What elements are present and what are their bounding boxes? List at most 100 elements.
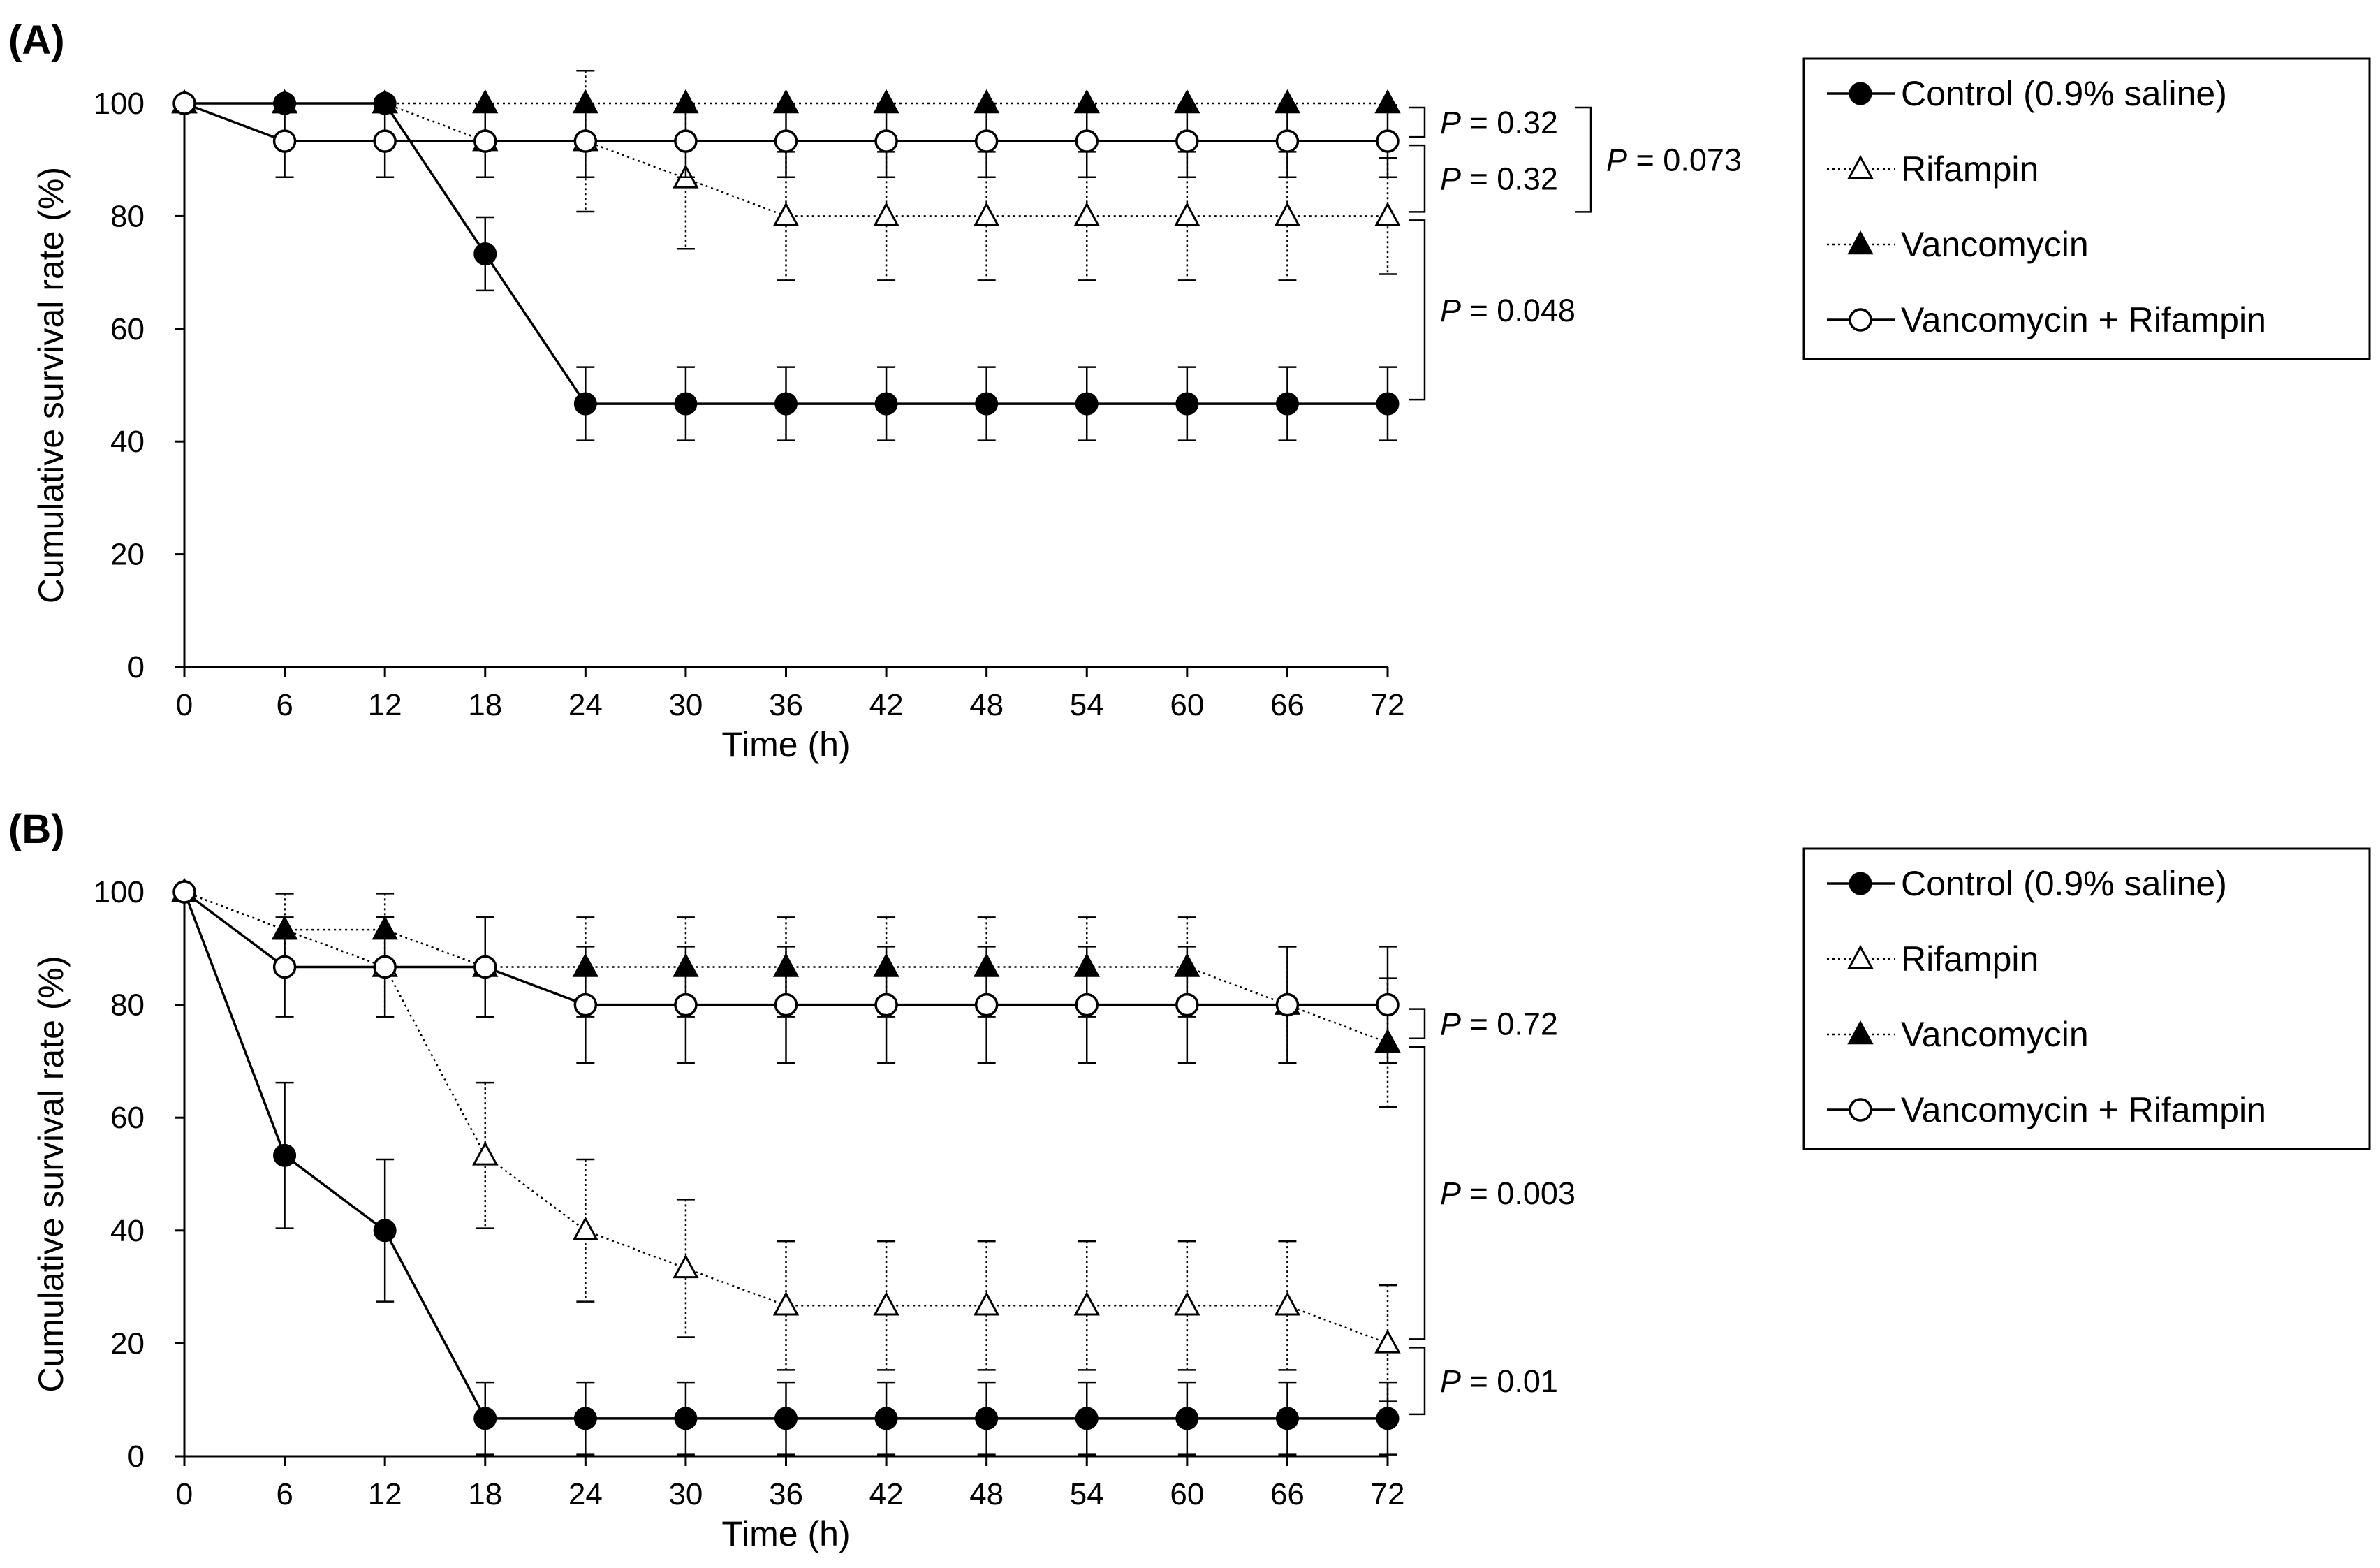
p-value-label: P = 0.003 [1440,1175,1575,1211]
p-symbol: P [1440,161,1461,197]
p-value-bracket [1409,1046,1426,1340]
data-point [573,392,597,416]
legend-label: Vancomycin + Rifampin [1901,1090,2266,1129]
legend-label: Vancomycin [1901,225,2089,264]
y-tick-label: 20 [110,538,145,572]
data-point [1075,1407,1099,1430]
data-point [874,992,898,1017]
legend-box [1802,57,2371,360]
p-symbol: P [1606,142,1627,178]
series-open-circle [172,91,1400,178]
y-tick-label: 80 [110,988,145,1023]
data-point [1376,129,1400,153]
data-point [272,129,297,153]
data-point [1374,1329,1401,1354]
data-point [1175,392,1199,416]
x-tick-label: 30 [668,688,703,722]
data-point [874,1407,898,1430]
p-value-bracket [1409,1347,1426,1416]
x-tick-label: 72 [1371,1477,1405,1511]
x-tick-label: 18 [468,688,502,722]
data-point [1376,992,1400,1017]
data-point [1376,392,1400,416]
x-tick-label: 54 [1070,688,1104,722]
data-point [1073,202,1100,226]
legend-label: Vancomycin + Rifampin [1901,300,2266,339]
p-value: = 0.048 [1461,293,1575,328]
p-value-bracket [1575,106,1592,213]
p-value: = 0.01 [1461,1363,1558,1399]
data-point [1374,202,1401,226]
x-tick-label: 6 [276,1477,293,1511]
p-symbol: P [1440,1175,1461,1211]
x-tick-label: 36 [769,688,803,722]
panel-a: (A) 0 20 40 60 80 100 0 6 12 18 24 30 36 42 48 54 60 66 72 T… [8,17,2371,764]
data-point [1275,1407,1299,1430]
data-point [1274,1291,1301,1316]
x-tick-label: 18 [468,1477,502,1511]
x-axis-title: Time (h) [721,1514,850,1553]
x-tick-label: 42 [869,688,904,722]
y-tick-label: 20 [110,1326,145,1361]
legend-box [1802,847,2371,1150]
data-point [272,955,297,979]
panel-label: (A) [8,17,65,63]
data-point [873,202,899,226]
p-value-label: P = 0.073 [1606,142,1742,178]
y-axis-title: Cumulative survival rate (%) [31,955,71,1392]
legend-marker [1849,308,1872,332]
p-value-bracket [1409,144,1426,213]
data-point [674,992,698,1017]
p-value: = 0.003 [1461,1175,1575,1211]
legend-marker [1847,1020,1874,1045]
data-point [674,1407,698,1430]
data-point [1175,1407,1199,1430]
x-tick-label: 60 [1170,688,1204,722]
data-point [1274,202,1301,226]
legend-marker [1847,154,1874,179]
data-point [772,202,800,226]
data-point [1376,1407,1400,1430]
data-point [973,202,1000,226]
data-point [1174,1291,1200,1316]
data-point [774,1407,798,1430]
data-point [673,1254,699,1279]
data-point [772,1291,800,1316]
x-tick-label: 0 [176,688,193,722]
legend-label: Vancomycin [1901,1015,2089,1054]
data-point [1275,392,1299,416]
p-value-bracket [1409,106,1426,138]
y-tick-label: 60 [110,1101,145,1135]
data-point [774,392,798,416]
data-point [172,880,196,904]
data-point [373,129,397,153]
data-point [674,392,698,416]
legend-marker [1847,230,1874,255]
x-axis-title: Time (h) [721,725,850,764]
data-point [1175,129,1199,153]
p-value-label: P = 0.72 [1440,1006,1558,1042]
y-tick-label: 40 [110,1214,145,1248]
p-symbol: P [1440,1363,1461,1399]
legend-label: Rifampin [1901,149,2039,189]
x-tick-label: 48 [969,1477,1004,1511]
data-point [1075,992,1099,1017]
data-point [974,992,999,1017]
panel-b: (B) 0 20 40 60 80 100 0 6 12 18 24 30 36 42 48 54 60 66 72 T… [8,807,2371,1553]
series-open-circle [172,880,1400,1064]
p-value: = 0.32 [1461,105,1558,140]
x-tick-label: 60 [1170,1477,1204,1511]
x-tick-label: 0 [176,1477,193,1511]
x-tick-label: 54 [1070,1477,1104,1511]
data-point [373,1219,397,1243]
x-tick-label: 72 [1371,688,1405,722]
y-tick-label: 100 [94,87,145,121]
p-value-bracket [1409,219,1426,401]
x-tick-label: 66 [1270,688,1305,722]
data-point [774,129,798,153]
data-point [472,1141,499,1166]
x-tick-label: 24 [568,1477,603,1511]
data-point [874,392,898,416]
x-tick-label: 42 [869,1477,904,1511]
